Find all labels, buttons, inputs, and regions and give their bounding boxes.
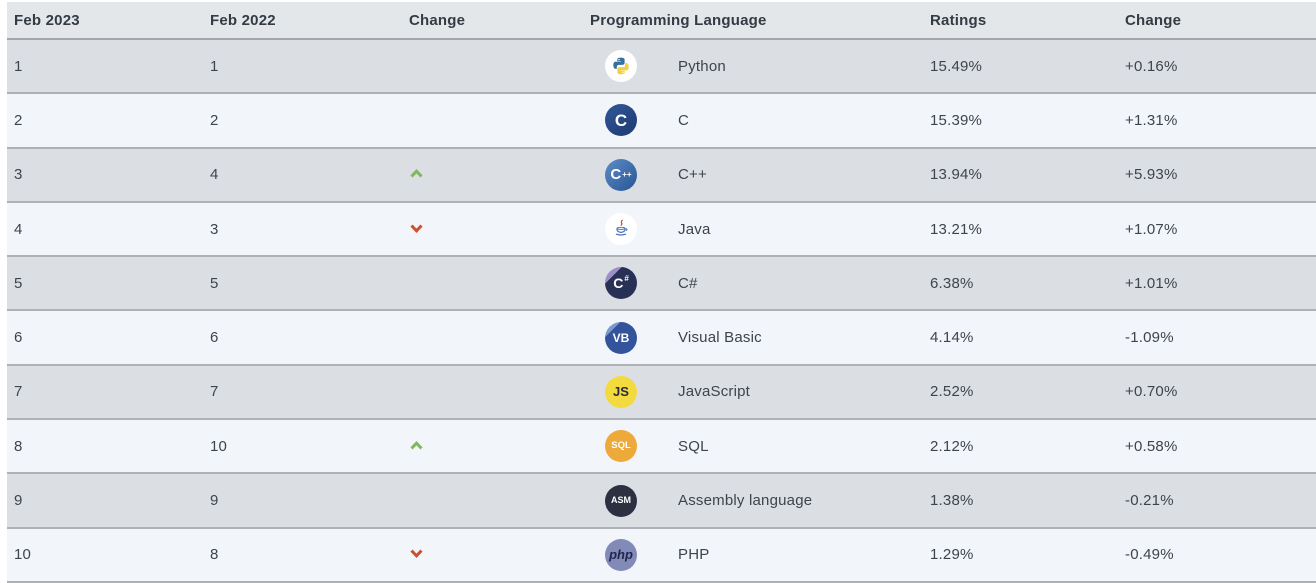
language-cell: C ++ C++	[576, 158, 916, 191]
language-name: C#	[678, 274, 698, 292]
language-name: SQL	[678, 437, 709, 455]
rank-change-indicator	[395, 438, 576, 455]
col-header-feb-2023: Feb 2023	[14, 11, 80, 29]
table-row: 4 3 Java 13.21% +1.07%	[7, 202, 1316, 258]
col-header-feb-2022: Feb 2022	[210, 11, 276, 29]
rating-value: 15.49%	[930, 57, 983, 75]
rating-value: 15.39%	[930, 111, 983, 129]
asm-icon: ASM	[605, 484, 637, 517]
language-cell: JS JavaScript	[576, 375, 916, 408]
rank-2022-value: 1	[210, 57, 219, 75]
js-icon: JS	[605, 375, 637, 408]
rank-2023-value: 7	[14, 383, 23, 401]
rank-2022-value: 9	[210, 492, 219, 510]
rank-2023-value: 2	[14, 111, 23, 129]
table-header-row: Feb 2023 Feb 2022 Change Programming Lan…	[7, 0, 1316, 40]
rank-2023-value: 8	[14, 437, 23, 455]
rating-change-value: +0.70%	[1125, 383, 1178, 401]
col-header-ratings-change: Change	[1125, 11, 1182, 29]
table-row: 3 4 C ++ C++ 13.94% +5.93%	[7, 148, 1316, 203]
rank-2022-value: 3	[210, 220, 219, 238]
rank-2022-value: 5	[210, 274, 219, 292]
rank-2023-value: 6	[14, 329, 23, 347]
rank-2023-value: 4	[14, 220, 23, 238]
rank-down-arrow-icon	[409, 223, 424, 234]
rank-2023-value: 10	[14, 546, 32, 564]
cpp-icon: C ++	[605, 158, 637, 191]
language-name: Java	[678, 220, 711, 238]
col-header-programming-language: Programming Language	[590, 11, 767, 29]
sql-icon: SQL	[605, 430, 637, 463]
language-name: JavaScript	[678, 383, 751, 401]
language-name: Python	[678, 57, 726, 75]
rating-change-value: -1.09%	[1125, 329, 1174, 347]
csharp-icon: C #	[605, 267, 637, 300]
rating-change-value: +1.07%	[1125, 220, 1178, 238]
col-header-rank-change: Change	[409, 11, 466, 29]
rank-down-arrow-icon	[409, 548, 424, 559]
rating-change-value: +0.58%	[1125, 437, 1178, 455]
rank-change-indicator	[395, 546, 576, 563]
language-cell: SQL SQL	[576, 430, 916, 463]
language-cell: C C	[576, 104, 916, 137]
rank-up-arrow-icon	[409, 440, 424, 451]
language-cell: VB Visual Basic	[576, 321, 916, 354]
python-icon	[605, 50, 637, 83]
rating-value: 13.94%	[930, 166, 983, 184]
table-row: 1 1 Python 15.49% +0.16%	[7, 40, 1316, 95]
rating-value: 1.38%	[930, 492, 974, 510]
col-header-ratings: Ratings	[930, 11, 987, 29]
table-row: 2 2 C C 15.39% +1.31%	[7, 94, 1316, 149]
tiobe-index-table: Feb 2023 Feb 2022 Change Programming Lan…	[7, 0, 1316, 583]
rank-2022-value: 2	[210, 111, 219, 129]
language-name: C++	[678, 166, 707, 184]
c-icon: C	[605, 104, 637, 137]
table-row: 7 7 JS JavaScript 2.52% +0.70%	[7, 365, 1316, 421]
table-body: 1 1 Python 15.49% +0.16% 2 2 C C 15.39% …	[7, 40, 1316, 583]
language-name: Visual Basic	[678, 329, 762, 347]
rank-2022-value: 7	[210, 383, 219, 401]
rating-change-value: +1.31%	[1125, 111, 1178, 129]
language-cell: C # C#	[576, 267, 916, 300]
rating-change-value: +5.93%	[1125, 166, 1178, 184]
rank-change-indicator	[395, 221, 576, 238]
rank-2023-value: 5	[14, 274, 23, 292]
vb-icon: VB	[605, 321, 637, 354]
rank-2022-value: 10	[210, 437, 228, 455]
rating-value: 2.52%	[930, 383, 974, 401]
rank-2022-value: 8	[210, 546, 219, 564]
rating-change-value: -0.21%	[1125, 492, 1174, 510]
table-row: 5 5 C # C# 6.38% +1.01%	[7, 257, 1316, 312]
language-cell: ASM Assembly language	[576, 484, 916, 517]
rating-change-value: +0.16%	[1125, 57, 1178, 75]
rating-change-value: +1.01%	[1125, 274, 1178, 292]
rating-change-value: -0.49%	[1125, 546, 1174, 564]
rank-2022-value: 4	[210, 166, 219, 184]
table-row: 9 9 ASM Assembly language 1.38% -0.21%	[7, 474, 1316, 529]
table-row: 10 8 php PHP 1.29% -0.49%	[7, 528, 1316, 583]
rank-2022-value: 6	[210, 329, 219, 347]
rank-2023-value: 1	[14, 57, 23, 75]
language-cell: Python	[576, 50, 916, 83]
java-icon	[605, 213, 637, 246]
rating-value: 2.12%	[930, 437, 974, 455]
language-name: PHP	[678, 546, 710, 564]
rating-value: 4.14%	[930, 329, 974, 347]
language-name: C	[678, 111, 690, 129]
rating-value: 13.21%	[930, 220, 983, 238]
rank-up-arrow-icon	[409, 168, 424, 179]
language-cell: Java	[576, 213, 916, 246]
table-row: 8 10 SQL SQL 2.12% +0.58%	[7, 420, 1316, 475]
rank-change-indicator	[395, 166, 576, 183]
rating-value: 6.38%	[930, 274, 974, 292]
rank-2023-value: 3	[14, 166, 23, 184]
rank-2023-value: 9	[14, 492, 23, 510]
rating-value: 1.29%	[930, 546, 974, 564]
language-name: Assembly language	[678, 492, 813, 510]
language-cell: php PHP	[576, 538, 916, 571]
table-row: 6 6 VB Visual Basic 4.14% -1.09%	[7, 311, 1316, 366]
php-icon: php	[605, 538, 637, 571]
